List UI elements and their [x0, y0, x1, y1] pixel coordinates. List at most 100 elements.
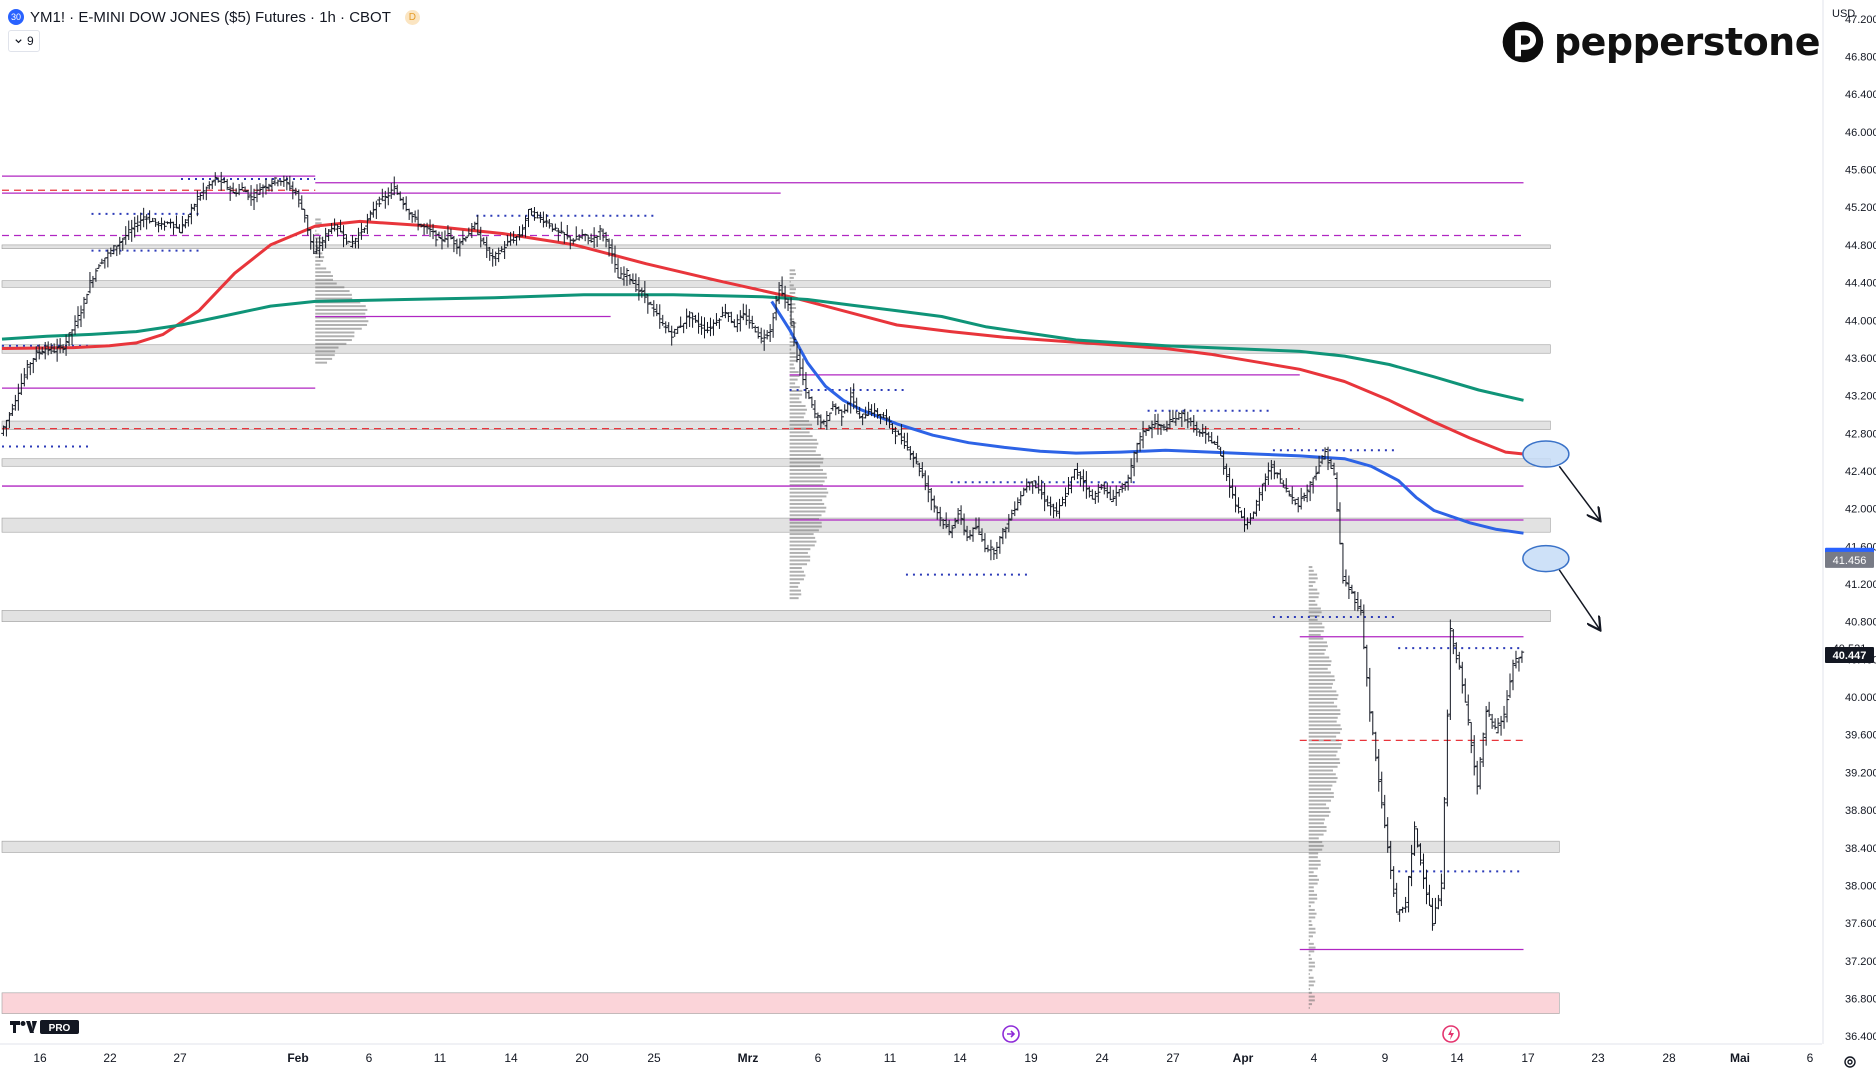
x-tick-label: 14 [504, 1051, 518, 1065]
delay-badge[interactable]: D [404, 9, 420, 25]
volume-bar [789, 416, 804, 419]
volume-bar [789, 589, 801, 592]
volume-bar [789, 318, 795, 321]
volume-bar [789, 570, 804, 573]
tradingview-pro-logo-icon[interactable]: PRO [10, 1019, 80, 1040]
y-tick-label: 38.000 [1845, 880, 1876, 892]
volume-bar [1308, 995, 1315, 998]
volume-bar [789, 374, 800, 377]
volume-bar [789, 382, 796, 385]
y-tick-label: 45.200 [1845, 202, 1876, 214]
volume-bar [1308, 720, 1337, 723]
zone-box [1, 244, 1551, 249]
volume-bar [1308, 848, 1323, 851]
volume-bar [1308, 893, 1318, 896]
volume-bar [315, 308, 368, 311]
volume-bar [789, 457, 824, 460]
volume-bar [1308, 694, 1339, 697]
currency-label[interactable]: USD [1832, 8, 1856, 20]
volume-bar [789, 325, 796, 328]
volume-bar [789, 420, 810, 423]
moving-average-line [1, 293, 1524, 402]
x-tick-label: 19 [1024, 1051, 1038, 1065]
x-tick-label: 24 [1095, 1051, 1109, 1065]
volume-bar [789, 404, 806, 407]
x-tick-label: 27 [173, 1051, 187, 1065]
y-tick-label: 41.200 [1845, 579, 1876, 591]
x-tick-label: 9 [1382, 1051, 1389, 1065]
gear-icon[interactable] [1842, 1054, 1858, 1070]
volume-bar [789, 502, 825, 505]
volume-bar [789, 438, 817, 441]
volume-bar [789, 521, 822, 524]
volume-bar [1308, 697, 1338, 700]
x-tick-label: 6 [815, 1051, 822, 1065]
y-tick-label: 46.800 [1845, 52, 1876, 64]
y-tick-label: 43.600 [1845, 353, 1876, 365]
x-tick-label: Mai [1730, 1051, 1750, 1065]
volume-bar [315, 297, 353, 300]
volume-bar [1308, 991, 1312, 994]
volume-bar [315, 237, 322, 240]
x-tick-label: Mrz [738, 1051, 759, 1065]
volume-bar [1308, 626, 1325, 629]
volume-bar [789, 303, 796, 306]
volume-bar [1308, 637, 1324, 640]
volume-bar [1308, 920, 1312, 923]
volume-bar [789, 344, 795, 347]
x-tick-label: 4 [1311, 1051, 1318, 1065]
y-tick-label: 39.600 [1845, 730, 1876, 742]
volume-bar [789, 423, 813, 426]
volume-bar [789, 348, 792, 351]
volume-bar [315, 327, 362, 330]
y-tick-label: 38.800 [1845, 805, 1876, 817]
volume-bar [315, 263, 321, 266]
indicators-toggle[interactable]: 9 [8, 30, 40, 52]
volume-bar [1308, 607, 1321, 610]
volume-bar [315, 290, 350, 293]
volume-bar [315, 241, 322, 244]
highlight-ellipse [1522, 440, 1570, 468]
replay-icon[interactable] [1001, 1024, 1021, 1044]
volume-bar [789, 371, 799, 374]
y-tick-label: 44.000 [1845, 315, 1876, 327]
y-tick-label: 42.400 [1845, 466, 1876, 478]
highlight-ellipse [1522, 544, 1570, 573]
volume-bar [1308, 863, 1321, 866]
volume-bar [1308, 1003, 1313, 1006]
volume-bar [315, 346, 339, 349]
volume-bar [789, 469, 824, 472]
volume-bar [315, 312, 366, 315]
volume-bar [1308, 652, 1325, 655]
y-tick-label: 47.200 [1845, 14, 1876, 26]
volume-bar [315, 316, 366, 319]
y-tick-label: 45.600 [1845, 165, 1876, 177]
volume-bar [789, 585, 799, 588]
volume-bar [1308, 965, 1316, 968]
candles [1, 171, 1525, 931]
x-tick-label: 20 [575, 1051, 589, 1065]
volume-bar [1308, 822, 1324, 825]
zone-box [1, 517, 1551, 533]
volume-bar [1308, 844, 1324, 847]
x-tick-label: 6 [1807, 1051, 1814, 1065]
volume-bar [789, 491, 829, 494]
volume-bar [315, 293, 352, 296]
lightning-icon[interactable] [1441, 1024, 1461, 1044]
volume-bar [1308, 984, 1314, 987]
volume-bar [789, 393, 803, 396]
volume-bar [1308, 728, 1342, 731]
volume-bar [789, 408, 807, 411]
symbol-title[interactable]: YM1! · E-MINI DOW JONES ($5) Futures · 1… [30, 8, 391, 26]
volume-bar [789, 378, 798, 381]
volume-bar [789, 551, 808, 554]
symbol-header[interactable]: 30 YM1! · E-MINI DOW JONES ($5) Futures … [8, 6, 420, 28]
volume-bar [1308, 679, 1336, 682]
volume-bar [315, 252, 323, 255]
volume-bar [315, 222, 322, 225]
price-tag-label: 41.456 [1833, 555, 1867, 567]
volume-bar [789, 453, 821, 456]
volume-bar [1308, 901, 1315, 904]
